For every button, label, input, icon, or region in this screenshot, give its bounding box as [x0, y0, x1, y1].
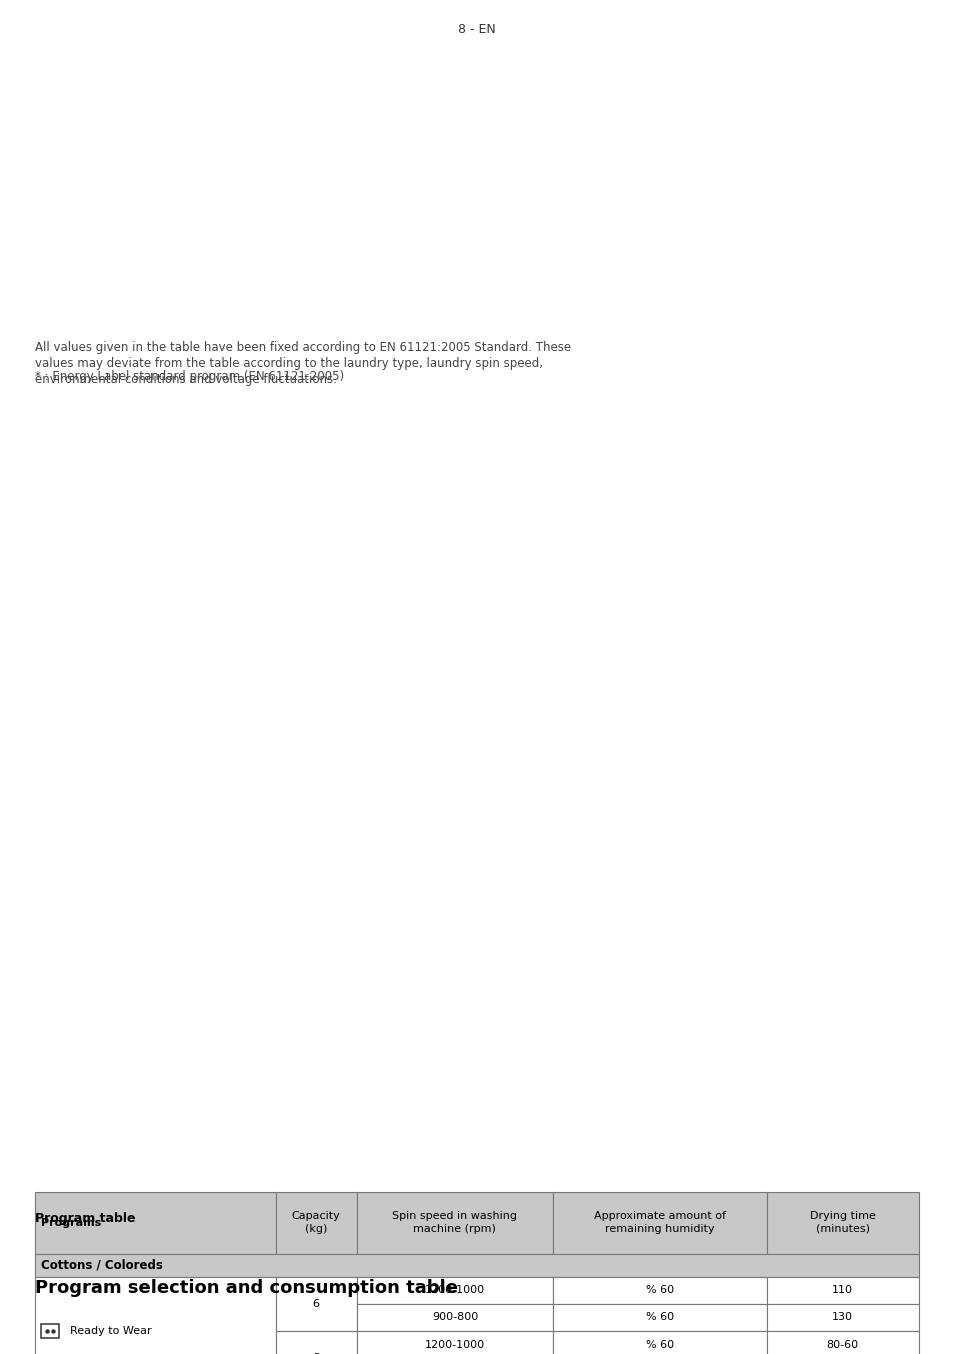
Bar	[35, 1254, 918, 1277]
Text: Program selection and consumption table: Program selection and consumption table	[35, 1278, 457, 1297]
Bar	[41, 1324, 59, 1338]
Text: Cottons / Coloreds: Cottons / Coloreds	[41, 1259, 163, 1271]
Bar	[275, 1277, 356, 1331]
Bar	[356, 1192, 553, 1254]
Text: Approximate amount of
remaining humidity: Approximate amount of remaining humidity	[593, 1212, 725, 1233]
Text: * : Energy Label standard program (EN 61121:2005): * : Energy Label standard program (EN 61…	[35, 370, 344, 383]
Text: 1200-1000: 1200-1000	[424, 1339, 484, 1350]
Bar	[766, 1277, 918, 1304]
Bar	[356, 1304, 553, 1331]
Text: Programs: Programs	[41, 1217, 101, 1228]
Bar	[356, 1277, 553, 1304]
Text: % 60: % 60	[645, 1339, 673, 1350]
Text: Program table: Program table	[35, 1212, 135, 1225]
Text: % 60: % 60	[645, 1312, 673, 1323]
Text: % 60: % 60	[645, 1285, 673, 1296]
Text: Drying time
(minutes): Drying time (minutes)	[809, 1212, 875, 1233]
Bar	[766, 1304, 918, 1331]
Text: 6: 6	[313, 1298, 319, 1309]
Text: Spin speed in washing
machine (rpm): Spin speed in washing machine (rpm)	[392, 1212, 517, 1233]
Bar	[553, 1304, 766, 1331]
Bar	[35, 1277, 275, 1354]
Text: 80-60: 80-60	[826, 1339, 858, 1350]
Text: 110: 110	[831, 1285, 852, 1296]
Bar	[553, 1331, 766, 1354]
Bar	[766, 1331, 918, 1354]
Bar	[766, 1192, 918, 1254]
Text: Ready to Wear: Ready to Wear	[71, 1326, 152, 1336]
Bar	[275, 1331, 356, 1354]
Bar	[35, 1192, 275, 1254]
Bar	[275, 1192, 356, 1254]
Bar	[356, 1331, 553, 1354]
Bar	[553, 1192, 766, 1254]
Text: All values given in the table have been fixed according to EN 61121:2005 Standar: All values given in the table have been …	[35, 341, 571, 386]
Text: 8 - EN: 8 - EN	[457, 23, 496, 37]
Text: 900-800: 900-800	[432, 1312, 477, 1323]
Text: 130: 130	[831, 1312, 852, 1323]
Bar	[553, 1277, 766, 1304]
Text: Capacity
(kg): Capacity (kg)	[292, 1212, 340, 1233]
Text: 1200-1000: 1200-1000	[424, 1285, 484, 1296]
